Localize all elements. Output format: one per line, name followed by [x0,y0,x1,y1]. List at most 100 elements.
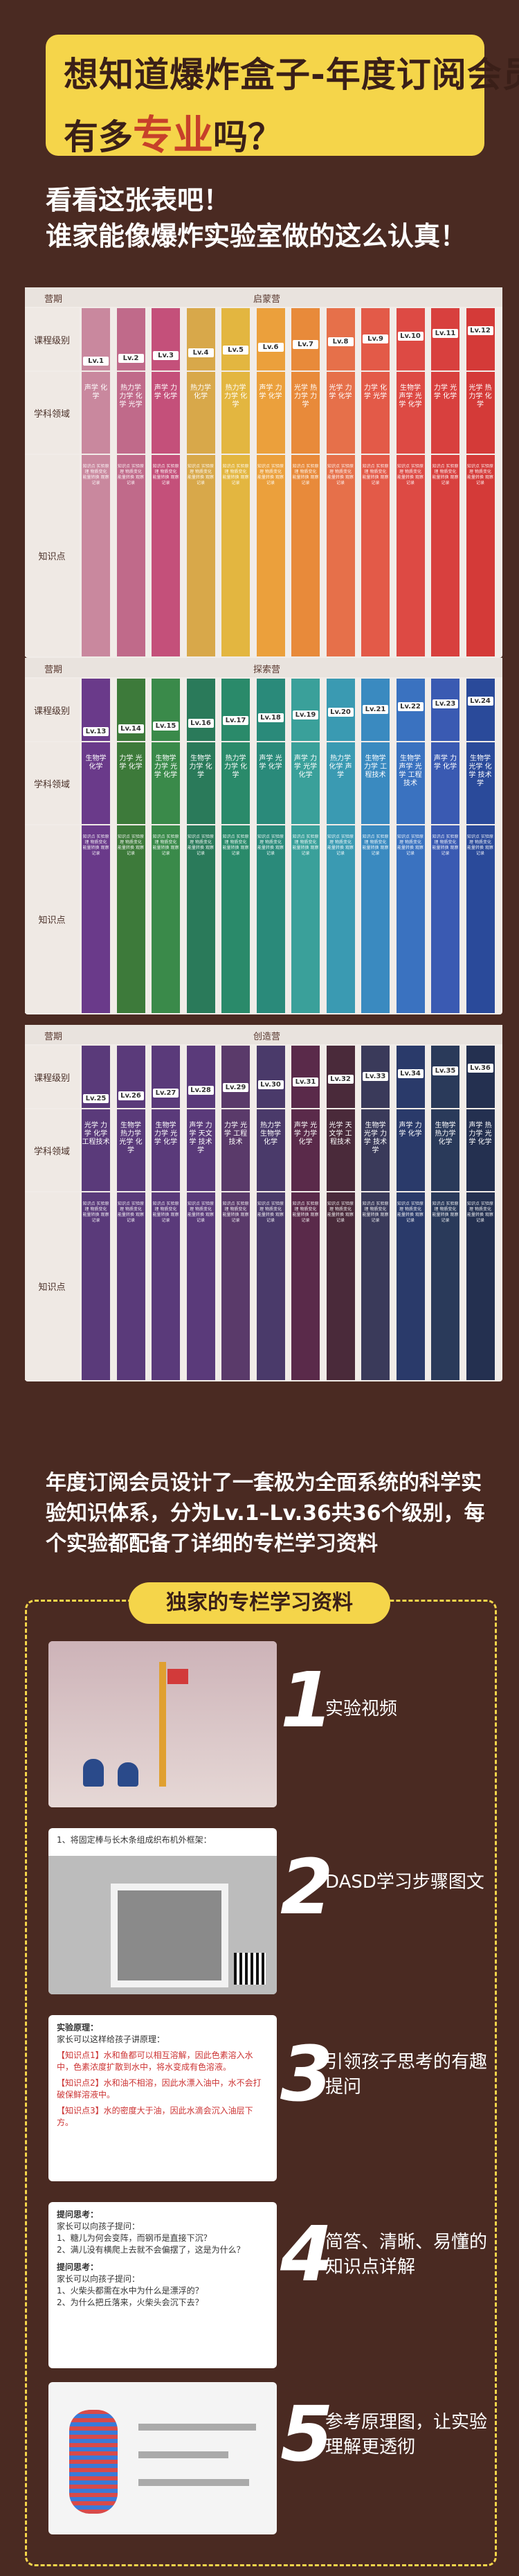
level-column: Lv.18 声学 光学 化学 知识点 实验原理 物质变化 能量转换 观察记录 [256,679,285,1013]
cell-bg [221,742,250,824]
cell-bg [396,1192,425,1380]
subject-text: 声学 力学 化学 [399,1122,422,1138]
cell-bg [256,742,285,824]
level-column: Lv.20 热力学 化学 声学 知识点 实验原理 物质变化 能量转换 观察记录 [326,679,355,1013]
cell-bg [291,825,320,1013]
row-label-subject: 学科领域 [25,1109,79,1191]
level-badge: Lv.15 [153,722,179,731]
subject-text: 声学 热力学 光学 化学 [468,1122,492,1146]
level-badge: Lv.11 [432,329,458,338]
cell-bg [116,455,145,656]
cell-bg [396,1109,425,1191]
principle-card[interactable]: 实验原理： 家长可以这样给孩子讲原理： 【知识点1】水和鱼都可以相互溶解，因此色… [48,2015,277,2181]
knowledge-text: 知识点 实验原理 物质变化 能量转换 观察记录 [82,1201,109,1223]
cell-bg [256,372,285,454]
knowledge-text: 知识点 实验原理 物质变化 能量转换 观察记录 [397,834,424,856]
subject-text: 热力学 化学 声学 [329,755,352,779]
level-column: Lv.8 光学 力学 化学 知识点 实验原理 物质变化 能量转换 观察记录 [326,308,355,656]
knowledge-text: 知识点 实验原理 物质变化 能量转换 观察记录 [82,834,109,856]
cell-bg [221,308,250,370]
cell-bg [152,1046,180,1108]
cell-bg [152,742,180,824]
level-badge: Lv.34 [397,1069,424,1078]
cell-bg [291,455,320,656]
subject-text: 力学 光学 化学 [433,384,457,400]
cell-bg [361,825,390,1013]
subject-text: 热力学 化学 [190,384,211,400]
knowledge-text: 知识点 实验原理 物质变化 能量转换 观察记录 [152,464,179,485]
cell-bg [116,1109,145,1191]
row-label-knowledge: 知识点 [25,455,79,656]
level-column: Lv.17 热力学 力学 化学 知识点 实验原理 物质变化 能量转换 观察记录 [221,679,250,1013]
level-column: Lv.28 声学 力学 天文学 技术学 知识点 实验原理 物质变化 能量转换 观察记… [186,1046,215,1380]
cell-bg [291,308,320,370]
stage-table: 营期 探索营 课程级别 学科领域 知识点 Lv.13 生物学 化学 知识点 实验原理 物质变化… [25,658,502,1014]
level-column: Lv.19 声学 力学 光学 化学 知识点 实验原理 物质变化 能量转换 观察记录 [291,679,320,1013]
cell-bg [152,679,180,741]
cell-bg [396,825,425,1013]
level-badge: Lv.4 [188,348,214,357]
level-column: Lv.27 生物学 力学 光学 化学 知识点 实验原理 物质变化 能量转换 观察记录 [152,1046,180,1380]
level-badge: Lv.16 [188,719,214,728]
stage-header: 营期 创造营 [25,1025,502,1044]
cell-bg [396,372,425,454]
cell-bg [221,1192,250,1380]
cell-bg [361,372,390,454]
stage-header: 营期 探索营 [25,658,502,677]
diagram-card[interactable] [48,2382,277,2534]
principle-point-3: 【知识点3】水的密度大于油，因此水滴会沉入油层下方。 [57,2106,253,2127]
cell-bg [431,372,459,454]
cell-bg [152,825,180,1013]
cell-bg [221,372,250,454]
level-badge: Lv.21 [363,705,388,714]
level-badge: Lv.12 [467,326,493,335]
knowledge-text: 知识点 实验原理 物质变化 能量转换 观察记录 [397,464,424,485]
subject-text: 力学 光学 工程技术 [224,1122,248,1146]
knowledge-text: 知识点 实验原理 物质变化 能量转换 观察记录 [222,1201,249,1223]
level-badge: Lv.27 [153,1089,179,1098]
feature-text-5: 参考原理图，让实验理解更透彻 [325,2412,488,2458]
row-label-knowledge: 知识点 [25,1192,79,1380]
principle-point-1: 【知识点1】水和鱼都可以相互溶解，因此色素溶入水中，色素浓度扩散到水中，将水变成… [57,2050,253,2072]
step-card[interactable]: 1、将固定棒与长木条组成织布机外框架： [48,1828,277,1994]
level-column: Lv.34 声学 力学 化学 知识点 实验原理 物质变化 能量转换 观察记录 [396,1046,425,1380]
level-column: Lv.1 声学 化学 知识点 实验原理 物质变化 能量转换 观察记录 [82,308,110,656]
knowledge-text: 知识点 实验原理 物质变化 能量转换 观察记录 [118,1201,144,1223]
cell-bg [431,679,459,741]
level-badge: Lv.32 [327,1075,354,1084]
question-line: 2、满儿没有横爬上去就不会偏摆了，这是为什么？ [57,2245,245,2255]
subject-text: 声学 力学 天文学 技术学 [189,1122,212,1154]
cell-bg [186,1109,215,1191]
cell-bg [326,1192,355,1380]
cell-bg [116,742,145,824]
stage-table: 营期 启蒙营 课程级别 学科领域 知识点 Lv.1 声学 化学 知识点 实验原理 物质变化 能… [25,287,502,658]
cell-bg [186,455,215,656]
subject-text: 生物学 力学 化学 [189,755,212,779]
subject-text: 力学 光学 化学 [119,755,143,771]
cell-bg [291,742,320,824]
level-column: Lv.10 生物学 声学 光学 化学 知识点 实验原理 物质变化 能量转换 观察记录 [396,308,425,656]
question-line: 1、糖儿为何会变阵，而钢币是直接下沉？ [57,2233,212,2243]
knowledge-text: 知识点 实验原理 物质变化 能量转换 观察记录 [292,1201,319,1223]
level-column: Lv.13 生物学 化学 知识点 实验原理 物质变化 能量转换 观察记录 [82,679,110,1013]
stage-name: 启蒙营 [253,294,281,305]
subject-text: 光学 力学 化学 工程技术 [82,1122,110,1146]
cell-bg [186,742,215,824]
question-card[interactable]: 提问思考： 家长可以向孩子提问： 1、糖儿为何会变阵，而钢币是直接下沉？ 2、满… [48,2202,277,2368]
knowledge-text: 知识点 实验原理 物质变化 能量转换 观察记录 [327,1201,354,1223]
subject-text: 热力学 力学 化学 [224,384,248,409]
cell-bg [116,825,145,1013]
feature-number-2: 2 [280,1843,334,1931]
question-line: 1、火柴头都需在水中为什么是漂浮的？ [57,2286,203,2296]
knowledge-text: 知识点 实验原理 物质变化 能量转换 观察记录 [292,464,319,485]
cell-bg [326,825,355,1013]
stage-label: 营期 [44,294,63,305]
cell-bg [256,308,285,370]
subtitle-line2: 谁家能像爆炸实验室做的这么认真！ [46,221,467,251]
cell-bg [221,679,250,741]
knowledge-text: 知识点 实验原理 物质变化 能量转换 观察记录 [327,834,354,856]
cell-bg [466,1046,495,1108]
subject-text: 生物学 声学 光学 工程技术 [399,755,422,787]
cell-bg [431,1046,459,1108]
video-card[interactable] [48,1641,277,1807]
